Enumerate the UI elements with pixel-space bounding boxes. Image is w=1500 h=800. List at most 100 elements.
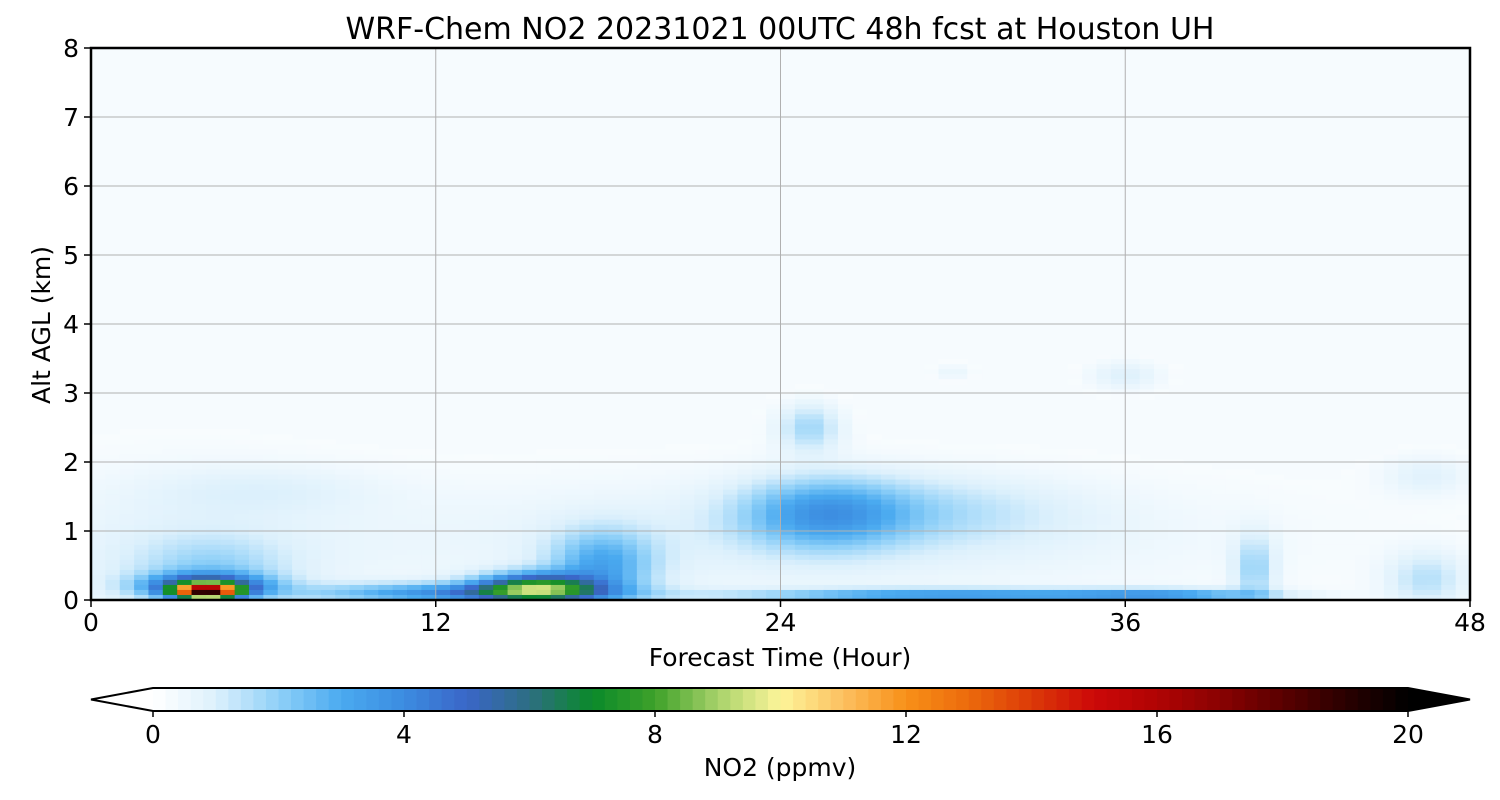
heatmap-cell [507,479,523,486]
heatmap-cell [421,524,437,531]
heatmap-cell [809,514,825,521]
heatmap-cell [277,454,293,461]
heatmap-cell [952,469,968,476]
heatmap-cell [1096,584,1112,591]
heatmap-cell [1297,509,1313,516]
heatmap-cell [521,549,537,556]
heatmap-cell [134,524,150,531]
heatmap-cell [1110,504,1126,511]
heatmap-cell [766,409,782,415]
colorbar-segment [554,688,568,711]
heatmap-cell [191,454,207,461]
heatmap-cell [521,554,537,561]
heatmap-cell [1268,564,1284,571]
heatmap-cell [967,519,983,526]
heatmap-cell [349,489,365,496]
heatmap-cell [1153,384,1169,390]
heatmap-cell [909,514,925,521]
heatmap-cell [1039,579,1055,586]
heatmap-cell [119,594,135,601]
heatmap-cell [780,449,796,456]
heatmap-cell [1254,534,1270,541]
heatmap-cell [1010,469,1026,476]
heatmap-cell [1240,474,1256,481]
heatmap-cell [766,519,782,526]
heatmap-cell [1197,524,1213,531]
heatmap-cell [952,464,968,471]
heatmap-cell [809,594,825,601]
heatmap-cell [378,549,394,556]
heatmap-cell [895,554,911,561]
heatmap-cell [1096,484,1112,491]
heatmap-cell [277,544,293,551]
heatmap-cell [349,559,365,566]
heatmap-cell [91,489,106,496]
heatmap-cell [521,524,537,531]
heatmap-cell [521,484,537,491]
heatmap-cell [292,569,308,576]
heatmap-cell [679,444,695,451]
heatmap-cell [1197,519,1213,526]
heatmap-cell [1355,519,1371,526]
heatmap-cell [306,544,322,551]
heatmap-cell [895,594,911,601]
heatmap-cell [809,569,825,576]
heatmap-cell [1168,554,1184,561]
heatmap-cell [1426,594,1442,601]
heatmap-cell [665,484,681,491]
heatmap-cell [536,554,552,561]
heatmap-cell [134,544,150,551]
heatmap-cell [421,539,437,546]
heatmap-cell [823,469,839,476]
heatmap-cell [249,579,264,586]
heatmap-cell [1024,499,1040,506]
heatmap-cell [464,484,480,491]
heatmap-cell [1297,559,1313,566]
heatmap-cell [895,489,911,496]
heatmap-cell [895,549,911,556]
heatmap-cell [521,479,537,486]
heatmap-cell [809,559,825,566]
heatmap-cell [234,529,250,536]
heatmap-cell [1326,509,1342,516]
heatmap-cell [306,564,322,571]
heatmap-cell [1283,504,1299,511]
heatmap-cell [550,559,566,566]
heatmap-cell [737,534,753,541]
heatmap-cell [435,559,451,566]
heatmap-cell [1110,354,1126,360]
heatmap-cell [105,469,121,476]
heatmap-cell [1455,449,1471,456]
heatmap-cell [521,474,537,481]
heatmap-cell [809,544,825,551]
heatmap-cell [579,559,595,566]
heatmap-cell [1355,464,1371,471]
y-axis-label: Alt AGL (km) [27,246,56,404]
heatmap-cell [766,549,782,556]
heatmap-cell [881,494,897,501]
heatmap-cell [521,544,537,551]
heatmap-cell [1182,554,1198,561]
heatmap-cell [249,584,264,591]
heatmap-cell [708,474,724,481]
heatmap-cell [608,579,624,586]
heatmap-cell [1283,524,1299,531]
heatmap-cell [91,584,106,591]
heatmap-cell [665,559,681,566]
heatmap-cell [823,564,839,571]
heatmap-cell [723,479,738,486]
heatmap-cell [421,594,437,601]
heatmap-cell [938,559,954,566]
colorbar-segment [818,688,832,711]
heatmap-cell [1383,449,1399,456]
heatmap-cell [608,534,624,541]
heatmap-cell [1024,464,1040,471]
heatmap-cell [407,464,422,471]
heatmap-cell [1398,539,1414,546]
heatmap-cell [277,469,293,476]
heatmap-cell [1024,554,1040,561]
heatmap-cell [967,544,983,551]
heatmap-cell [1326,589,1342,596]
heatmap-cell [1082,549,1098,556]
heatmap-cell [1283,569,1299,576]
